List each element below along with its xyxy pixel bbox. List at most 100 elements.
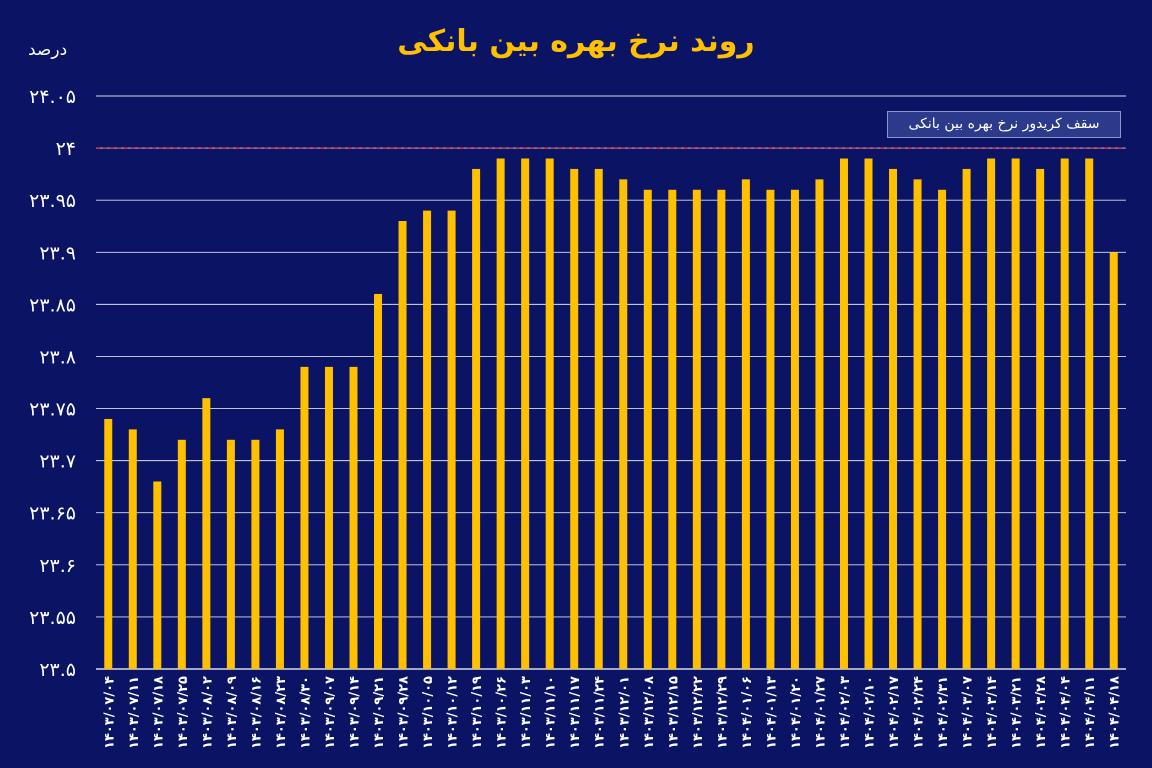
y-tick-label: ۲۳.۵۵ — [29, 607, 76, 629]
bar-layer — [104, 158, 1118, 670]
bar — [741, 179, 750, 669]
bar — [570, 168, 579, 669]
x-tick-label: ۱۴۰۴/۰۲/۱۰ — [863, 676, 878, 749]
x-tick-label: ۱۴۰۳/۰۸/۲۳ — [274, 676, 289, 749]
x-tick-label: ۱۴۰۴/۰۱/۰۶ — [740, 676, 755, 749]
bar — [1036, 168, 1045, 669]
bar — [521, 158, 530, 669]
y-tick-layer: ۲۳.۵ ۲۳.۵۵ ۲۳.۶ ۲۳.۶۵ ۲۳.۷ ۲۳.۷۵ ۲۳.۸ ۲۳.۸۵ ۲۳.۹… — [29, 86, 76, 681]
bar — [300, 366, 309, 669]
bar — [545, 158, 554, 669]
x-tick-label: ۱۴۰۳/۱۰/۰۵ — [421, 676, 436, 749]
x-tick-label: ۱۴۰۳/۰۷/۰۴ — [102, 676, 117, 749]
x-tick-label: ۱۴۰۴/۰۳/۰۷ — [961, 676, 976, 749]
x-tick-label: ۱۴۰۳/۱۲/۲۹ — [715, 676, 730, 749]
bar — [717, 189, 726, 669]
bar — [1011, 158, 1020, 669]
bar — [668, 189, 677, 669]
x-tick-label: ۱۴۰۳/۱۱/۲۴ — [593, 676, 608, 749]
x-tick-label: ۱۴۰۴/۰۱/۲۰ — [789, 676, 804, 749]
x-tick-label: ۱۴۰۴/۰۴/۱۸ — [1108, 676, 1123, 749]
x-tick-label: ۱۴۰۳/۰۸/۰۲ — [200, 676, 215, 749]
x-tick-label: ۱۴۰۳/۱۲/۲۲ — [691, 676, 706, 749]
bar — [1085, 158, 1094, 669]
y-tick-label: ۲۳.۸۵ — [29, 294, 76, 316]
bar — [790, 189, 799, 669]
x-tick-label: ۱۴۰۴/۰۳/۲۱ — [1010, 676, 1025, 749]
bar — [275, 429, 284, 669]
x-tick-label: ۱۴۰۳/۰۹/۲۱ — [372, 676, 387, 749]
bar — [594, 168, 603, 669]
bar — [692, 189, 701, 669]
y-tick-label: ۲۳.۷ — [39, 451, 76, 473]
bar — [766, 189, 775, 669]
bar — [472, 168, 481, 669]
x-tick-label: ۱۴۰۳/۱۱/۱۰ — [544, 676, 559, 749]
bar — [889, 168, 898, 669]
bar — [177, 439, 186, 669]
x-tick-label: ۱۴۰۳/۰۷/۲۵ — [176, 676, 191, 749]
x-tick-label: ۱۴۰۴/۰۳/۲۸ — [1034, 676, 1049, 749]
bar — [962, 168, 971, 669]
bar — [423, 210, 432, 669]
bar — [643, 189, 652, 669]
y-tick-label: ۲۳.۶ — [39, 555, 76, 577]
bar — [839, 158, 848, 669]
bar — [1060, 158, 1069, 669]
bar — [938, 189, 947, 669]
y-tick-label: ۲۳.۹ — [39, 242, 76, 264]
x-tick-label: ۱۴۰۳/۰۹/۰۷ — [323, 676, 338, 749]
y-axis-label: درصد — [28, 40, 68, 60]
x-tick-label: ۱۴۰۴/۰۴/۱۱ — [1083, 676, 1098, 749]
x-tick-layer: ۱۴۰۳/۰۷/۰۴ ۱۴۰۳/۰۷/۱۱ ۱۴۰۳/۰۷/۱۸ ۱۴۰۳/۰۷/۲۵… — [102, 676, 1122, 749]
x-tick-label: ۱۴۰۴/۰۲/۲۴ — [912, 676, 927, 749]
x-tick-label: ۱۴۰۳/۱۱/۱۷ — [568, 676, 583, 749]
bar — [815, 179, 824, 669]
bar — [447, 210, 456, 669]
y-tick-label: ۲۳.۹۵ — [29, 190, 76, 212]
x-tick-label: ۱۴۰۴/۰۳/۱۴ — [985, 676, 1000, 749]
bar — [619, 179, 628, 669]
y-tick-label: ۲۳.۶۵ — [29, 503, 76, 525]
ceiling-legend: سقف کریدور نرخ بهره بین بانکی — [887, 111, 1121, 138]
y-tick-label: ۲۴.۰۵ — [29, 86, 76, 108]
bar — [398, 221, 407, 669]
bar — [153, 481, 162, 669]
x-tick-label: ۱۴۰۳/۰۷/۱۱ — [127, 676, 142, 749]
x-tick-label: ۱۴۰۳/۱۰/۲۶ — [495, 676, 510, 749]
x-tick-label: ۱۴۰۴/۰۴/۰۴ — [1059, 676, 1074, 749]
x-tick-label: ۱۴۰۳/۱۲/۱۵ — [666, 676, 681, 749]
x-tick-label: ۱۴۰۳/۱۰/۱۹ — [470, 676, 485, 749]
x-tick-label: ۱۴۰۴/۰۱/۱۳ — [764, 676, 779, 749]
x-tick-label: ۱۴۰۴/۰۲/۰۳ — [838, 676, 853, 749]
bar — [913, 179, 922, 669]
bar — [349, 366, 358, 669]
bar — [226, 439, 235, 669]
bar — [987, 158, 996, 669]
x-tick-label: ۱۴۰۳/۰۸/۳۰ — [298, 676, 313, 749]
x-tick-label: ۱۴۰۳/۱۲/۰۱ — [617, 676, 632, 749]
x-tick-label: ۱۴۰۳/۰۹/۲۸ — [397, 676, 412, 749]
x-tick-label: ۱۴۰۳/۱۱/۰۳ — [519, 676, 534, 749]
bar — [202, 398, 211, 669]
y-tick-label: ۲۳.۸ — [39, 346, 76, 368]
x-tick-label: ۱۴۰۳/۰۷/۱۸ — [151, 676, 166, 749]
bar — [374, 293, 383, 669]
y-tick-label: ۲۴ — [56, 138, 76, 160]
bar — [128, 429, 137, 669]
x-tick-label: ۱۴۰۴/۰۲/۱۷ — [887, 676, 902, 749]
x-tick-label: ۱۴۰۳/۱۲/۰۸ — [642, 676, 657, 749]
x-tick-label: ۱۴۰۳/۰۸/۱۶ — [249, 676, 264, 749]
x-tick-label: ۱۴۰۳/۱۰/۱۲ — [446, 676, 461, 749]
x-tick-label: ۱۴۰۴/۰۱/۲۷ — [813, 676, 828, 749]
y-tick-label: ۲۳.۵ — [39, 659, 76, 681]
bar — [104, 418, 113, 669]
bar — [251, 439, 260, 669]
bar — [496, 158, 505, 669]
x-tick-label: ۱۴۰۴/۰۲/۳۱ — [936, 676, 951, 749]
grid-layer — [96, 95, 1126, 670]
y-tick-label: ۲۳.۷۵ — [29, 399, 76, 421]
bar — [864, 158, 873, 669]
